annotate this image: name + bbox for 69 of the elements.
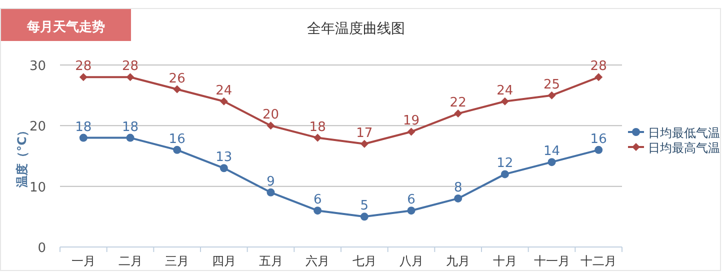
data-label: 26 [168, 71, 186, 86]
x-tick-label: 十月 [492, 254, 517, 268]
point [548, 158, 556, 166]
data-label: 19 [402, 114, 420, 129]
x-tick-label: 三月 [165, 254, 190, 268]
data-label: 28 [75, 59, 92, 74]
data-label: 24 [216, 83, 232, 98]
y-tick-label: 30 [29, 59, 46, 74]
point [220, 164, 228, 172]
x-tick-label: 四月 [212, 254, 236, 268]
x-tick-label: 十一月 [534, 254, 570, 268]
y-axis-title: 温度（°C） [15, 124, 29, 188]
x-tick-label: 五月 [258, 254, 283, 268]
data-label: 18 [122, 120, 139, 135]
x-tick-label: 八月 [399, 254, 424, 268]
badge: 每月天气走势 [1, 9, 131, 41]
y-tick-label: 0 [38, 241, 46, 256]
x-tick-label: 九月 [446, 254, 470, 268]
point [79, 73, 88, 82]
x-tick-label: 六月 [306, 254, 330, 268]
point [360, 212, 368, 221]
point [407, 206, 416, 215]
x-tick-label: 十二月 [580, 254, 617, 268]
chart-title: 全年温度曲线图 [307, 21, 405, 37]
data-label: 24 [496, 83, 514, 98]
data-label: 13 [216, 150, 232, 166]
point [314, 134, 322, 142]
x-tick-label: 七月 [352, 254, 376, 268]
data-label: 6 [313, 192, 322, 208]
point [454, 194, 462, 202]
point [594, 73, 603, 82]
x-tick-label: 一月 [71, 254, 96, 268]
data-label: 16 [590, 132, 607, 147]
data-label: 17 [356, 126, 373, 141]
point [173, 85, 182, 94]
point [548, 91, 556, 100]
data-label: 6 [407, 192, 416, 208]
data-label: 12 [496, 156, 514, 172]
data-label: 28 [122, 59, 139, 74]
legend-label: 日均最低气温 [648, 126, 720, 140]
data-label: 18 [309, 120, 326, 135]
data-label: 20 [262, 108, 280, 123]
data-label: 16 [168, 132, 186, 147]
point [266, 122, 275, 130]
point [79, 134, 88, 142]
point [126, 134, 134, 142]
point [173, 146, 182, 154]
data-label: 25 [543, 77, 560, 92]
point [500, 170, 509, 178]
point [407, 128, 416, 136]
point [500, 97, 509, 106]
legend-label: 日均最高气温 [648, 141, 720, 155]
y-tick-label: 20 [29, 120, 46, 135]
point [266, 188, 275, 196]
data-label: 28 [590, 59, 607, 74]
point [360, 140, 368, 148]
point [594, 146, 603, 154]
data-label: 9 [266, 174, 275, 190]
point [314, 206, 322, 215]
data-label: 5 [360, 198, 369, 214]
y-tick-label: 10 [29, 180, 46, 196]
data-label: 8 [454, 180, 462, 196]
data-label: 22 [450, 96, 466, 111]
point [220, 97, 228, 106]
data-label: 18 [75, 120, 92, 135]
point [126, 73, 134, 82]
data-label: 14 [543, 144, 560, 160]
x-tick-label: 二月 [118, 254, 142, 268]
point [454, 110, 462, 118]
